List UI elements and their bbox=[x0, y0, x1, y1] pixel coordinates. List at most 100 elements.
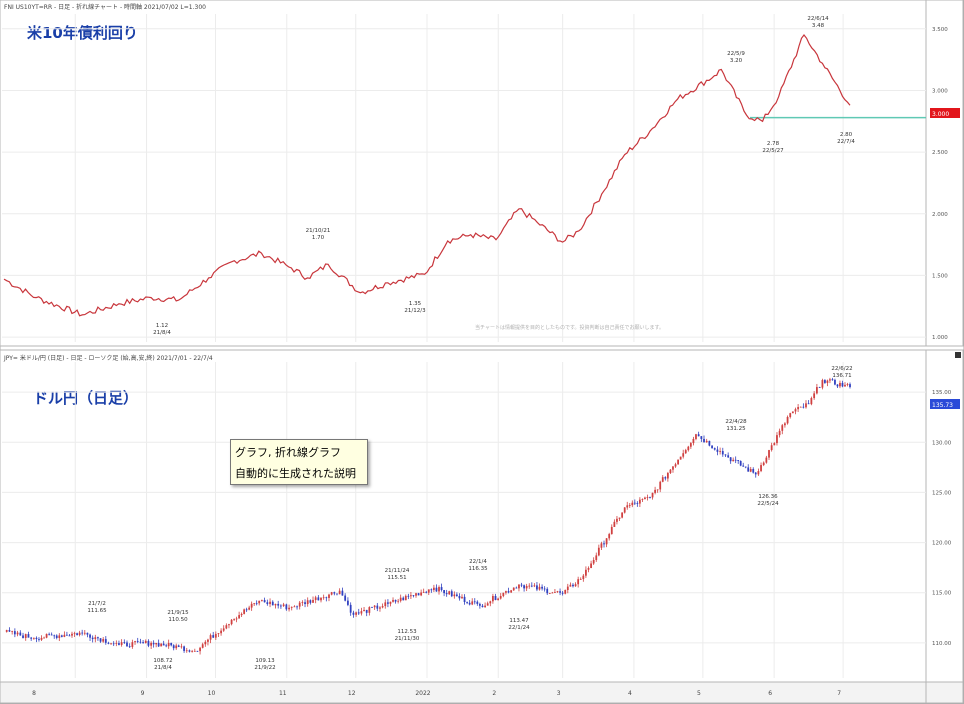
candle-body bbox=[727, 455, 730, 458]
candle-body bbox=[430, 589, 433, 591]
candle-body bbox=[815, 387, 818, 394]
candle-body bbox=[559, 591, 561, 593]
candle-body bbox=[404, 595, 407, 601]
y-tick-label: 1.000 bbox=[932, 335, 948, 341]
candle-body bbox=[773, 443, 776, 446]
lower-annotation-line2: 115.51 bbox=[387, 575, 406, 581]
candle-body bbox=[280, 605, 282, 607]
candle-body bbox=[352, 612, 355, 615]
upper-price-label: 3.000 bbox=[932, 111, 949, 118]
candle-body bbox=[672, 466, 674, 470]
candle-body bbox=[212, 635, 215, 638]
candle-body bbox=[577, 579, 580, 585]
candle-body bbox=[78, 632, 81, 635]
candle-body bbox=[729, 457, 732, 462]
candle-body bbox=[450, 591, 453, 597]
candle-body bbox=[255, 603, 258, 605]
candle-body bbox=[802, 406, 805, 408]
candle-body bbox=[778, 430, 781, 436]
candle-body bbox=[656, 489, 659, 491]
candle-body bbox=[533, 585, 536, 587]
candle-body bbox=[235, 618, 238, 620]
lower-annotation-line2: 22/5/24 bbox=[757, 501, 779, 507]
candle-body bbox=[646, 497, 649, 498]
candle-body bbox=[564, 589, 567, 594]
candle-body bbox=[561, 592, 564, 594]
upper-price-box bbox=[930, 108, 960, 118]
upper-annotation-line1: 22/5/9 bbox=[727, 51, 745, 57]
candle-body bbox=[438, 587, 440, 592]
candle-body bbox=[821, 380, 824, 388]
candle-body bbox=[381, 606, 384, 608]
candle-body bbox=[55, 635, 58, 638]
candle-body bbox=[512, 587, 515, 591]
upper-price-axis bbox=[925, 0, 964, 347]
candle-body bbox=[659, 481, 662, 490]
candle-body bbox=[360, 611, 363, 614]
lower-annotation-line2: 21/9/22 bbox=[254, 665, 275, 671]
candle-body bbox=[201, 644, 204, 648]
candle-body bbox=[162, 643, 165, 646]
candle-body bbox=[616, 518, 618, 522]
candle-body bbox=[497, 598, 500, 601]
candle-body bbox=[157, 642, 160, 647]
candle-body bbox=[165, 645, 168, 647]
candle-body bbox=[16, 632, 19, 635]
y-tick-label: 1.500 bbox=[932, 273, 948, 279]
candle-body bbox=[484, 605, 486, 608]
lower-gridlines bbox=[2, 362, 926, 678]
candle-body bbox=[152, 642, 155, 645]
candle-body bbox=[476, 601, 479, 604]
upper-annotations: 1.1221/8/421/10/211.701.3521/12/322/5/93… bbox=[153, 16, 855, 336]
candle-body bbox=[633, 502, 636, 504]
candle-body bbox=[248, 607, 251, 610]
x-tick-label: 8 bbox=[32, 690, 36, 697]
candle-body bbox=[846, 384, 849, 385]
y-tick-label: 120.00 bbox=[932, 541, 952, 547]
candle-body bbox=[794, 409, 797, 412]
candle-body bbox=[99, 638, 102, 642]
candle-body bbox=[841, 382, 844, 387]
candle-body bbox=[752, 468, 755, 473]
candle-body bbox=[749, 468, 752, 472]
candle-body bbox=[94, 637, 97, 640]
candle-body bbox=[110, 643, 112, 645]
candle-body bbox=[282, 604, 285, 607]
x-tick-label: 9 bbox=[141, 690, 145, 697]
lower-annotation-line1: 22/4/28 bbox=[725, 419, 747, 425]
candle-body bbox=[387, 602, 389, 604]
y-tick-label: 2.500 bbox=[932, 150, 948, 156]
candle-body bbox=[274, 603, 277, 606]
candle-body bbox=[371, 607, 373, 608]
candle-body bbox=[285, 604, 288, 610]
panel-resize-icon[interactable] bbox=[955, 352, 961, 358]
candle-body bbox=[781, 425, 784, 431]
candle-body bbox=[134, 641, 136, 643]
candle-body bbox=[566, 586, 569, 590]
candle-body bbox=[233, 619, 236, 620]
candle-body bbox=[471, 601, 474, 605]
candle-body bbox=[628, 505, 631, 506]
candle-body bbox=[97, 637, 99, 639]
lower-y-ticks: 110.00 115.00 120.00 125.00 130.00 135.00 bbox=[932, 390, 952, 647]
candle-body bbox=[91, 637, 94, 640]
candle-body bbox=[150, 642, 153, 646]
candle-body bbox=[298, 602, 301, 607]
candle-body bbox=[721, 451, 724, 455]
candle-body bbox=[83, 632, 86, 634]
candle-body bbox=[810, 398, 813, 405]
x-tick-label: 11 bbox=[279, 690, 287, 697]
candle-body bbox=[32, 637, 35, 639]
candle-body bbox=[716, 449, 719, 452]
tooltip-line-1: グラフ, 折れ線グラフ bbox=[235, 446, 341, 459]
candle-body bbox=[849, 384, 851, 388]
lower-annotation-line1: 22/1/4 bbox=[469, 559, 487, 565]
candle-body bbox=[290, 606, 293, 608]
candle-body bbox=[225, 625, 228, 629]
candle-body bbox=[754, 472, 757, 475]
candle-body bbox=[185, 650, 188, 652]
candle-body bbox=[123, 642, 126, 643]
candle-body bbox=[263, 600, 266, 603]
candle-body bbox=[167, 642, 170, 647]
